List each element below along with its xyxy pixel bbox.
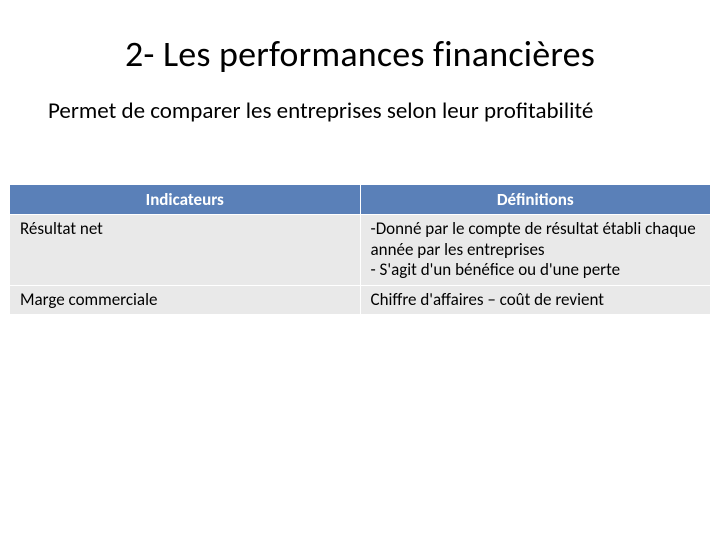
table-header-definitions: Définitions — [360, 185, 711, 215]
cell-indicator: Marge commerciale — [10, 285, 361, 314]
cell-definition: -Donné par le compte de résultat établi … — [360, 215, 711, 285]
table-header-indicators: Indicateurs — [10, 185, 361, 215]
table-row: Résultat net -Donné par le compte de rés… — [10, 215, 711, 285]
slide-subtitle: Permet de comparer les entreprises selon… — [48, 98, 672, 124]
table-header-row: Indicateurs Définitions — [10, 185, 711, 215]
cell-definition: Chiffre d'affaires – coût de revient — [360, 285, 711, 314]
slide: 2- Les performances financières Permet d… — [0, 0, 720, 540]
slide-title: 2- Les performances financières — [48, 32, 672, 76]
table-row: Marge commerciale Chiffre d'affaires – c… — [10, 285, 711, 314]
cell-indicator: Résultat net — [10, 215, 361, 285]
definitions-table: Indicateurs Définitions Résultat net -Do… — [9, 184, 711, 315]
